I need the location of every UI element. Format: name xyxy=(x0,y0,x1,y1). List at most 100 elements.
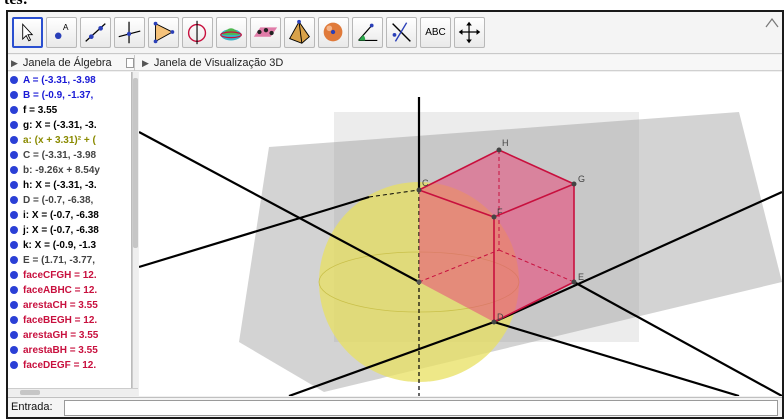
pyramid-tool-button[interactable] xyxy=(284,17,315,48)
top-fragment-text: tes: xyxy=(4,0,28,9)
plane-points-icon xyxy=(253,27,278,37)
list-item[interactable]: faceDEGF = 12. xyxy=(10,359,128,372)
list-item[interactable]: i: X = (-0.7, -6.38 xyxy=(10,209,128,222)
object-visibility-dot-icon[interactable] xyxy=(10,166,18,174)
input-bar-label: Entrada: xyxy=(11,401,53,413)
graphics3d-view[interactable]: H C G F E D xyxy=(139,72,782,396)
list-item-text: a: (x + 3.31)² + ( xyxy=(23,135,96,146)
point-d[interactable] xyxy=(491,319,497,325)
object-visibility-dot-icon[interactable] xyxy=(10,301,18,309)
list-item[interactable]: E = (1.71, -3.77, xyxy=(10,254,128,267)
object-visibility-dot-icon[interactable] xyxy=(10,286,18,294)
list-item[interactable]: arestaCH = 3.55 xyxy=(10,299,128,312)
object-visibility-dot-icon[interactable] xyxy=(10,91,18,99)
input-bar: Entrada: xyxy=(8,397,782,417)
intersect-surfaces-icon xyxy=(220,28,242,41)
scene-3d[interactable] xyxy=(139,72,782,396)
move-view-tool-button[interactable] xyxy=(454,17,485,48)
list-item-text: faceDEGF = 12. xyxy=(23,360,97,371)
point-g[interactable] xyxy=(571,181,577,187)
object-visibility-dot-icon[interactable] xyxy=(10,316,18,324)
list-item-text: C = (-3.31, -3.98 xyxy=(23,150,97,161)
point-e[interactable] xyxy=(571,279,577,285)
object-visibility-dot-icon[interactable] xyxy=(10,346,18,354)
object-visibility-dot-icon[interactable] xyxy=(10,136,18,144)
object-visibility-dot-icon[interactable] xyxy=(10,196,18,204)
point-c[interactable] xyxy=(416,187,422,193)
axis-line-hidden xyxy=(368,189,420,198)
scrollbar-thumb[interactable] xyxy=(133,78,138,248)
perpendicular-tool-button[interactable] xyxy=(114,17,145,48)
intersect-surfaces-tool-button[interactable] xyxy=(216,17,247,48)
circle-axis-tool-button[interactable] xyxy=(182,17,213,48)
object-visibility-dot-icon[interactable] xyxy=(10,331,18,339)
object-visibility-dot-icon[interactable] xyxy=(10,76,18,84)
polygon-tool-button[interactable] xyxy=(148,17,179,48)
input-bar-field[interactable] xyxy=(64,400,778,416)
algebra-horizontal-scrollbar[interactable] xyxy=(8,388,138,396)
list-item-text: j: X = (-0.7, -6.38 xyxy=(23,225,99,236)
angle-icon xyxy=(358,23,378,42)
list-item-text: arestaBH = 3.55 xyxy=(23,345,98,356)
list-item[interactable]: g: X = (-3.31, -3. xyxy=(10,119,128,132)
point-origin[interactable] xyxy=(416,279,422,285)
top-text-fragment: tes: xyxy=(0,0,784,10)
cube-face-degf[interactable] xyxy=(494,184,574,322)
angle-tool-button[interactable] xyxy=(352,17,383,48)
list-item[interactable]: k: X = (-0.9, -1.3 xyxy=(10,239,128,252)
list-item[interactable]: C = (-3.31, -3.98 xyxy=(10,149,128,162)
panel-headers: ▶ Janela de Álgebra ▶ Janela de Visualizaç… xyxy=(8,55,782,71)
geogebra-window: A ABC xyxy=(6,10,784,419)
graphics3d-view-header[interactable]: ▶ Janela de Visualização 3D xyxy=(142,55,283,71)
object-visibility-dot-icon[interactable] xyxy=(10,151,18,159)
window-control-icon[interactable] xyxy=(764,16,780,30)
list-item[interactable]: faceCFGH = 12. xyxy=(10,269,128,282)
object-visibility-dot-icon[interactable] xyxy=(10,211,18,219)
list-item-text: h: X = (-3.31, -3. xyxy=(23,180,97,191)
toolbar: A ABC xyxy=(8,12,782,54)
list-item[interactable]: h: X = (-3.31, -3. xyxy=(10,179,128,192)
point-label-d: D xyxy=(497,312,504,322)
line-tool-button[interactable] xyxy=(80,17,111,48)
list-item[interactable]: arestaBH = 3.55 xyxy=(10,344,128,357)
list-item[interactable]: arestaGH = 3.55 xyxy=(10,329,128,342)
text-tool-button[interactable]: ABC xyxy=(420,17,451,48)
sphere-tool-button[interactable] xyxy=(318,17,349,48)
object-visibility-dot-icon[interactable] xyxy=(10,181,18,189)
object-visibility-dot-icon[interactable] xyxy=(10,361,18,369)
list-item[interactable]: f = 3.55 xyxy=(10,104,128,117)
reflect-tool-button[interactable] xyxy=(386,17,417,48)
object-visibility-dot-icon[interactable] xyxy=(10,271,18,279)
list-item[interactable]: a: (x + 3.31)² + ( xyxy=(10,134,128,147)
move-tool-button[interactable] xyxy=(12,17,43,48)
list-item-text: A = (-3.31, -3.98 xyxy=(23,75,96,86)
axis-line xyxy=(493,320,740,396)
text-tool-label: ABC xyxy=(425,27,446,38)
list-item[interactable]: B = (-0.9, -1.37, xyxy=(10,89,128,102)
list-item[interactable]: j: X = (-0.7, -6.38 xyxy=(10,224,128,237)
algebra-vertical-scrollbar[interactable] xyxy=(132,72,138,388)
object-visibility-dot-icon[interactable] xyxy=(10,226,18,234)
point-h[interactable] xyxy=(496,147,502,153)
axis-line xyxy=(139,131,420,283)
axis-line xyxy=(288,320,495,396)
scrollbar-thumb[interactable] xyxy=(20,390,40,395)
cube-face-abhc[interactable] xyxy=(419,190,494,322)
list-item[interactable]: A = (-3.31, -3.98 xyxy=(10,74,128,87)
list-item[interactable]: D = (-0.7, -6.38, xyxy=(10,194,128,207)
object-visibility-dot-icon[interactable] xyxy=(10,121,18,129)
point-tool-button[interactable]: A xyxy=(46,17,77,48)
svg-text:A: A xyxy=(63,22,69,32)
list-item[interactable]: b: -9.26x + 8.54y xyxy=(10,164,128,177)
list-item-text: E = (1.71, -3.77, xyxy=(23,255,95,266)
plane-three-points-tool-button[interactable] xyxy=(250,17,281,48)
sphere-icon xyxy=(323,22,343,42)
list-item[interactable]: faceABHC = 12. xyxy=(10,284,128,297)
algebra-view-menu-button[interactable] xyxy=(126,58,134,68)
point-f[interactable] xyxy=(491,214,497,220)
object-visibility-dot-icon[interactable] xyxy=(10,241,18,249)
algebra-view-header[interactable]: ▶ Janela de Álgebra xyxy=(11,55,135,71)
object-visibility-dot-icon[interactable] xyxy=(10,106,18,114)
list-item[interactable]: faceBEGH = 12. xyxy=(10,314,128,327)
object-visibility-dot-icon[interactable] xyxy=(10,256,18,264)
